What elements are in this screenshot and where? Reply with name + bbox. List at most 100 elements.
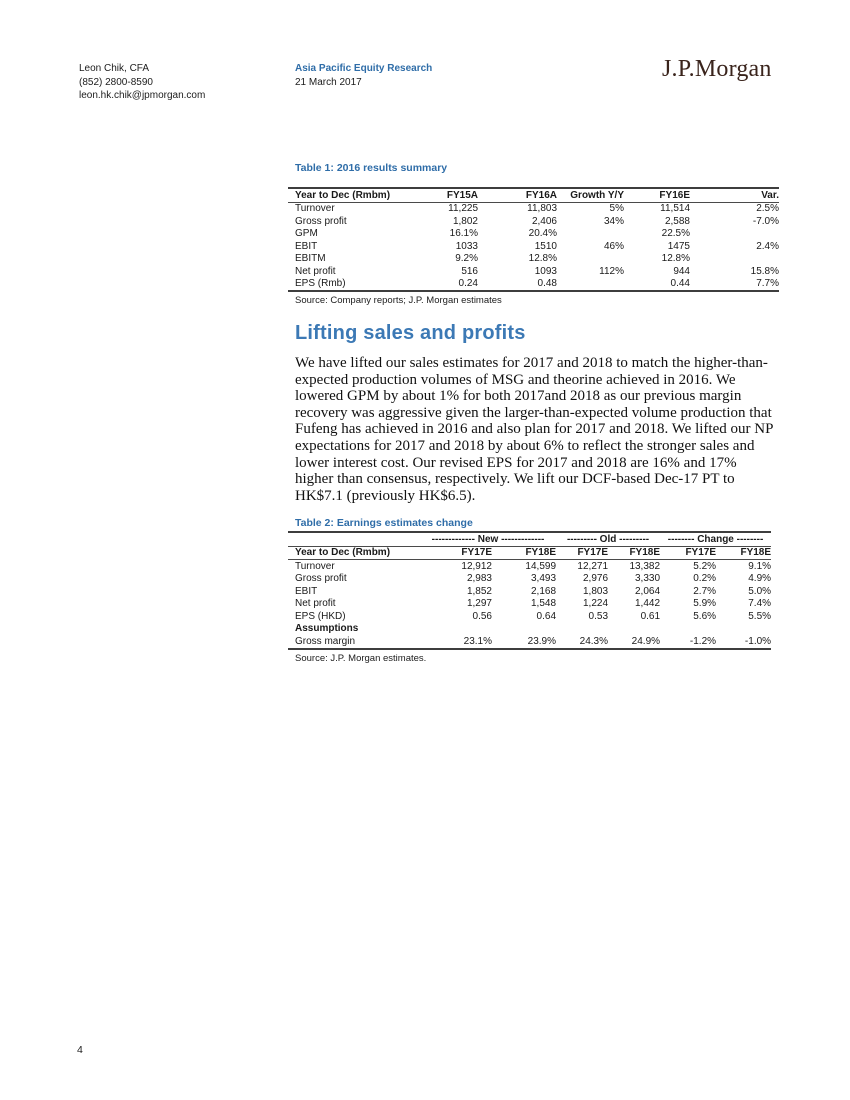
cell-value [716, 623, 771, 636]
cell-value: 11,225 [448, 203, 478, 214]
page-number: 4 [77, 1044, 83, 1056]
row-label: Gross profit [295, 215, 347, 227]
row-label: Net profit [295, 598, 336, 609]
table2-group-header-row: ------------- New ------------- ---------… [288, 532, 772, 547]
publication-date: 21 March 2017 [295, 76, 362, 88]
cell-value: 0.56 [472, 610, 492, 622]
cell-value: 2,168 [530, 585, 557, 597]
group-header: -------- Change -------- [660, 532, 772, 547]
cell-value [492, 623, 556, 636]
cell-value [690, 253, 779, 266]
cell-value: 1475 [667, 240, 690, 252]
cell-value: 2,588 [664, 215, 690, 227]
row-label: EPS (Rmb) [295, 278, 346, 289]
column-header-label: Year to Dec (Rmbm) [288, 546, 420, 560]
cell-value: 13,382 [629, 560, 661, 572]
cell-value: 9.2% [455, 253, 478, 264]
table2-title: Table 2: Earnings estimates change [295, 517, 473, 529]
cell-value: 14,599 [525, 560, 557, 572]
cell-value: 1,548 [530, 598, 557, 609]
jpmorgan-logo: J.P.Morgan [662, 56, 772, 82]
cell-value: 5.6% [693, 610, 717, 622]
cell-value: 23.1% [463, 635, 492, 647]
cell-value: 2,976 [582, 573, 609, 584]
cell-value: -1.2% [689, 635, 717, 647]
group-header: ------------- New ------------- [420, 532, 557, 547]
table-row: Turnover 11,225 11,803 5% 11,514 2.5% [288, 202, 779, 215]
cell-value: 0.44 [670, 278, 690, 289]
analyst-email: leon.hk.chik@jpmorgan.com [79, 90, 206, 101]
publication-title: Asia Pacific Equity Research [295, 63, 433, 74]
cell-value: 5.9% [693, 598, 717, 609]
table-row: EBIT 1,852 2,168 1,803 2,064 2.7% 5.0% [288, 585, 771, 598]
cell-value: 12,271 [577, 560, 609, 572]
cell-value: 3,330 [635, 573, 661, 584]
column-header: FY18E [492, 546, 557, 560]
cell-value: 5.2% [693, 560, 717, 572]
cell-value: 20.4% [528, 228, 557, 239]
cell-value: 112% [599, 265, 624, 277]
cell-value: 0.61 [640, 610, 661, 622]
table-row: Turnover 12,912 14,599 12,271 13,382 5.2% 9.1% [288, 560, 771, 573]
table-row: Gross profit 1,802 2,406 34% 2,588 -7.0% [288, 215, 779, 228]
cell-value: 1,297 [466, 598, 492, 609]
section-heading: Lifting sales and profits [295, 322, 526, 344]
cell-value: 15.8% [750, 265, 779, 277]
table-row: Gross profit 2,983 3,493 2,976 3,330 0.2% 4.9% [288, 573, 771, 586]
row-label: Net profit [295, 265, 336, 277]
table-row: GPM 16.1% 20.4% 22.5% [288, 228, 779, 241]
cell-value: 1033 [455, 240, 478, 252]
cell-value: 2,064 [635, 585, 661, 597]
cell-value: 11,514 [660, 203, 690, 214]
column-header: FY16A [478, 188, 557, 203]
column-header: FY15A [410, 188, 478, 203]
cell-value: -1.0% [744, 635, 772, 647]
cell-value: -7.0% [752, 215, 779, 227]
results-summary-table-block: Table 1: 2016 results summary Year to De… [288, 162, 779, 306]
column-header: FY17E [660, 546, 717, 560]
cell-value: 1,224 [582, 598, 609, 609]
cell-value: 5.0% [748, 585, 772, 597]
analysis-section: Lifting sales and profits We have lifted… [295, 322, 776, 504]
table1-body: Turnover 11,225 11,803 5% 11,514 2.5% Gross pr… [288, 202, 779, 291]
table2-header-row: Year to Dec (Rmbm) FY17E FY18E FY17E FY18E FY… [288, 546, 772, 560]
cell-value [557, 253, 624, 266]
cell-value: 12.8% [528, 253, 557, 264]
table1-title: Table 1: 2016 results summary [295, 162, 448, 174]
cell-value: 2.7% [693, 585, 717, 597]
cell-value: 34% [603, 215, 624, 227]
results-summary-table: Year to Dec (Rmbm) FY15A FY16A Growth Y/Y FY… [288, 187, 779, 292]
cell-value [556, 623, 608, 636]
cell-value [660, 623, 716, 636]
cell-value [557, 228, 624, 241]
table-row: Assumptions [288, 623, 771, 636]
cell-value [608, 623, 660, 636]
cell-value: 1,852 [466, 585, 492, 597]
cell-value [557, 278, 624, 292]
cell-value: 22.5% [661, 228, 690, 239]
group-header-spacer [288, 532, 420, 547]
cell-value: 0.53 [588, 610, 609, 622]
row-label: Gross margin [295, 635, 356, 647]
cell-value: 1093 [534, 265, 557, 277]
column-header: Var. [690, 188, 779, 203]
table-row: Net profit 516 1093 112% 944 15.8% [288, 265, 779, 278]
row-label: EBIT [295, 240, 318, 252]
column-header: FY17E [420, 546, 492, 560]
publication-block: Asia Pacific Equity Research 21 March 20… [295, 62, 432, 89]
cell-value: 7.7% [756, 278, 779, 289]
cell-value: 2.5% [756, 203, 779, 214]
row-label: EBIT [295, 585, 318, 597]
cell-value: 1,803 [582, 585, 609, 597]
cell-value: 24.9% [631, 635, 661, 647]
cell-value: 2.4% [756, 240, 779, 252]
cell-value: 3,493 [530, 573, 557, 584]
row-label: Turnover [295, 560, 335, 572]
cell-value [690, 228, 779, 241]
cell-value: 1,802 [452, 215, 478, 227]
cell-value: 12.8% [661, 253, 690, 264]
cell-value: 12,912 [461, 560, 492, 572]
cell-value: 23.9% [527, 635, 557, 647]
earnings-estimates-table-block: Table 2: Earnings estimates change -----… [288, 517, 772, 664]
